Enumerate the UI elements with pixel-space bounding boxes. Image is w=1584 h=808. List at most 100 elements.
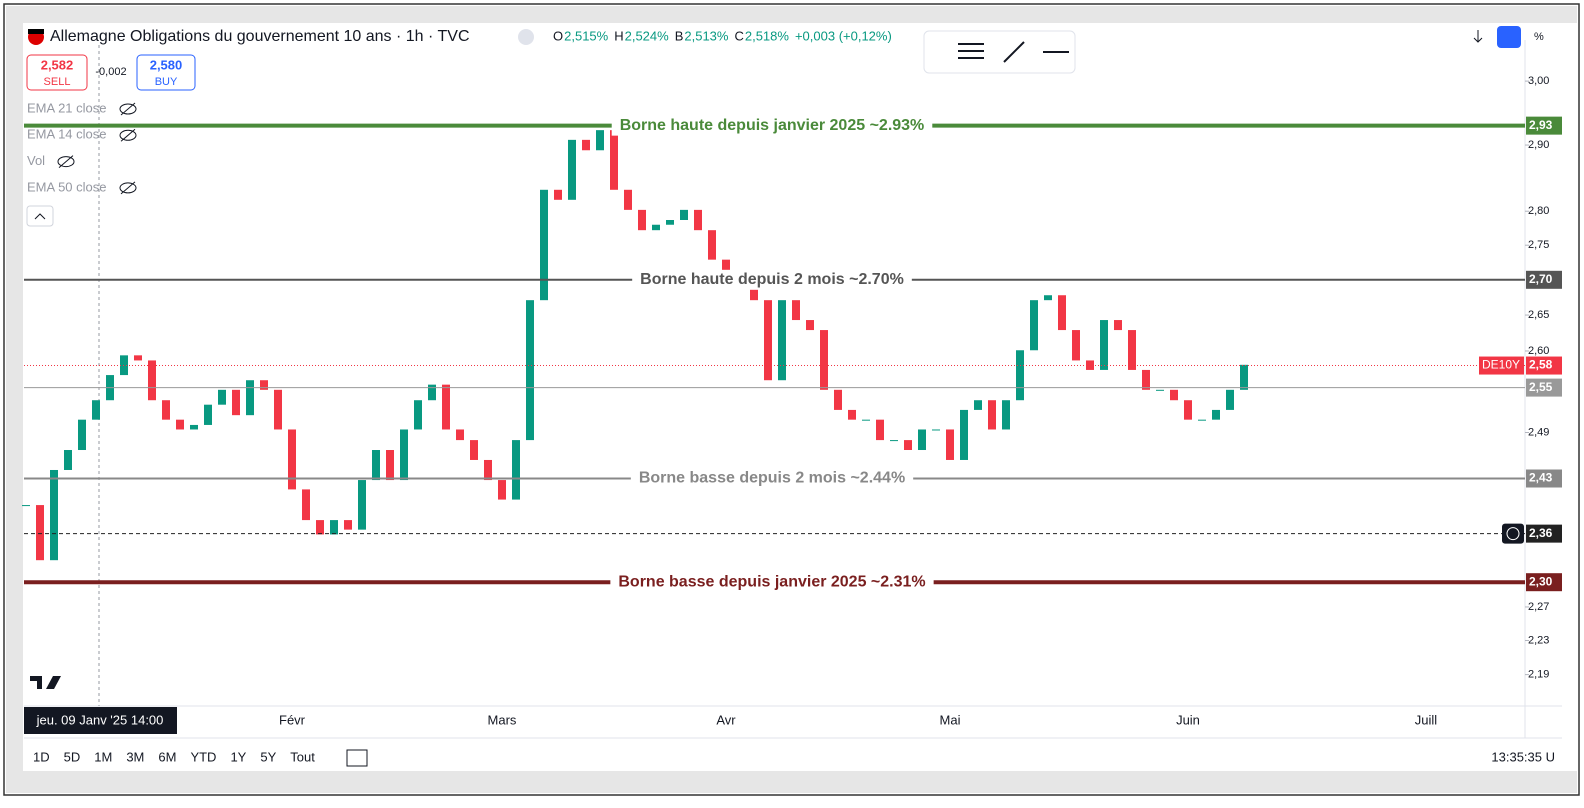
candle — [358, 480, 366, 530]
candle — [386, 450, 394, 481]
frame — [3, 3, 1580, 796]
candle — [92, 400, 100, 420]
candle — [1058, 295, 1066, 331]
candle — [344, 520, 352, 530]
range-button[interactable]: Tout — [290, 749, 315, 764]
y-tick-label: 2,65 — [1528, 309, 1549, 321]
candle — [1030, 300, 1038, 351]
candle — [456, 429, 464, 441]
eye-icon[interactable] — [119, 103, 137, 115]
ohlc-key: B — [675, 28, 684, 43]
top-strip — [6, 6, 1577, 23]
left-strip — [6, 23, 23, 771]
ohlc-key: H — [614, 28, 623, 43]
x-tick-label: Févr — [279, 712, 306, 727]
candle — [414, 400, 422, 430]
price-tag-label: 2,70 — [1529, 272, 1553, 286]
indicator: EMA 21 close — [27, 100, 107, 115]
eye-icon[interactable] — [57, 156, 75, 168]
candle — [974, 400, 982, 410]
candle — [1170, 389, 1178, 401]
candle — [1198, 419, 1206, 421]
candle — [1016, 350, 1024, 401]
candle — [1100, 320, 1108, 370]
candle — [876, 419, 884, 441]
change: +0,003 (+0,12%) — [795, 28, 892, 43]
flag — [28, 29, 44, 34]
tool-icon[interactable] — [958, 43, 984, 59]
sell-button[interactable] — [26, 54, 88, 91]
x-tick-label: Juin — [1176, 712, 1200, 727]
y-tick-label: 2,27 — [1528, 601, 1549, 613]
candle — [400, 429, 408, 481]
buy-label: BUY — [155, 76, 178, 88]
sell-price: 2,582 — [41, 57, 74, 72]
candle — [848, 409, 856, 420]
candle — [834, 389, 842, 410]
candle — [78, 419, 86, 451]
candle — [806, 320, 814, 331]
candle — [372, 450, 380, 481]
price-tag-label: 2,43 — [1529, 471, 1553, 485]
add-button[interactable] — [1502, 523, 1524, 544]
candle — [792, 300, 800, 321]
crosshair-label: jeu. 09 Janv '25 14:00 — [36, 712, 164, 727]
clock: 13:35:35 U — [1491, 749, 1555, 764]
candle — [288, 429, 296, 490]
eye-slash — [120, 128, 136, 142]
candle — [652, 224, 660, 231]
candle — [428, 384, 436, 401]
candle — [1128, 330, 1136, 370]
candle — [610, 130, 618, 190]
candle — [50, 469, 58, 561]
ohlc-key: C — [734, 28, 743, 43]
symbol-title: Allemagne Obligations du gouvernement 10… — [50, 28, 470, 45]
level-text: Borne haute depuis 2 mois ~2.70% — [640, 271, 904, 288]
price-tag-label: 2,58 — [1529, 358, 1553, 372]
candle — [470, 440, 478, 460]
add-icon — [1506, 527, 1520, 541]
candle — [162, 400, 170, 420]
eye-icon[interactable] — [119, 129, 137, 141]
candle — [862, 419, 870, 421]
percent-button[interactable]: % — [1534, 31, 1544, 43]
level-text: Borne basse depuis 2 mois ~2.44% — [639, 470, 905, 487]
candle — [218, 389, 226, 405]
price-tag-label: 2,93 — [1529, 118, 1553, 132]
candle — [36, 505, 44, 561]
collapse-icon — [34, 213, 46, 220]
y-tick-label: 2,19 — [1528, 669, 1549, 681]
candle — [820, 330, 828, 390]
price-tag — [1526, 378, 1562, 397]
scale-button[interactable] — [1473, 30, 1483, 43]
price-tag-label: 2,30 — [1529, 574, 1553, 588]
candle — [708, 230, 716, 260]
candle — [722, 259, 730, 271]
eye-icon[interactable] — [119, 182, 137, 194]
candle — [204, 404, 212, 425]
candle — [512, 440, 520, 500]
candle — [1072, 330, 1080, 361]
hide-button[interactable] — [518, 29, 534, 45]
candle — [638, 209, 646, 231]
ohlc-value: 2,515% — [564, 28, 609, 43]
y-tick-label: 2,80 — [1528, 205, 1549, 217]
calendar-icon[interactable] — [346, 749, 368, 767]
range-button[interactable]: 6M — [158, 749, 176, 764]
candle — [680, 209, 688, 221]
range-button[interactable]: 3M — [126, 749, 144, 764]
ohlc-key: O — [553, 28, 563, 43]
tool-icon[interactable] — [1003, 41, 1025, 63]
autoscale-button[interactable] — [1497, 26, 1521, 48]
range-button[interactable]: 5Y — [260, 749, 276, 764]
range-button[interactable]: 1M — [94, 749, 112, 764]
range-button[interactable]: 5D — [64, 749, 81, 764]
range-button[interactable]: YTD — [190, 749, 216, 764]
ohlc: O 2,515% H 2,524% B 2,513% C 2,518% — [553, 28, 789, 43]
collapse-button[interactable] — [26, 205, 54, 227]
range-button[interactable]: 1D — [33, 749, 50, 764]
range-button[interactable]: 1Y — [230, 749, 246, 764]
buy-button[interactable] — [136, 54, 196, 91]
price-tag — [1526, 356, 1562, 375]
